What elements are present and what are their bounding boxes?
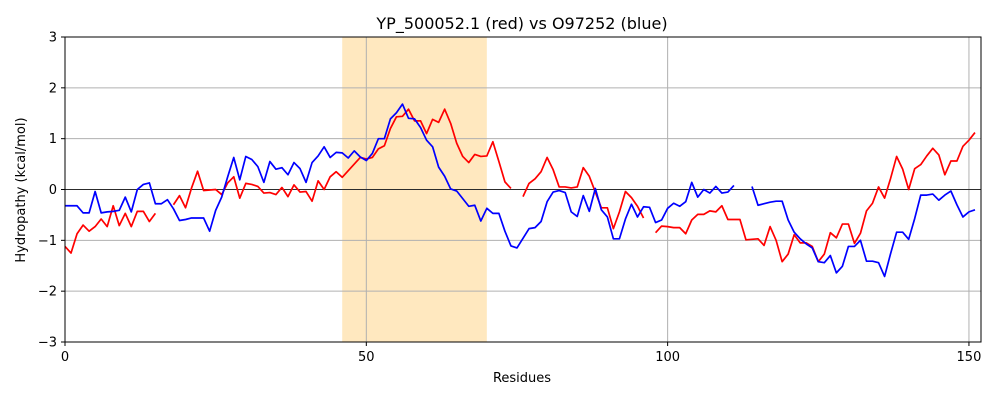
y-axis-label: Hydropathy (kcal/mol) <box>14 117 29 262</box>
axis-ticks: 0 50 100 150 −3 −2 −1 0 1 2 3 <box>38 31 982 366</box>
series-1-segment-1 <box>64 204 157 254</box>
chart-title: YP_500052.1 (red) vs O97252 (blue) <box>375 14 667 34</box>
series-1-segment-2 <box>172 108 512 209</box>
x-tick-label: 150 <box>957 350 982 365</box>
series-2-segment-1 <box>65 103 735 249</box>
y-tick-label: −3 <box>38 336 57 351</box>
y-tick-label: 3 <box>49 31 57 46</box>
series-1-segment-3 <box>522 156 645 230</box>
y-tick-label: 1 <box>49 132 57 147</box>
x-tick-label: 50 <box>358 350 375 365</box>
y-tick-label: −2 <box>38 285 57 300</box>
y-tick-label: −1 <box>38 234 57 249</box>
y-tick-label: 0 <box>49 183 57 198</box>
x-tick-label: 100 <box>655 350 680 365</box>
x-axis-label: Residues <box>493 371 551 386</box>
series-layer <box>64 103 976 278</box>
y-tick-label: 2 <box>49 81 57 96</box>
x-tick-label: 0 <box>61 350 69 365</box>
series-2-segment-2 <box>751 186 976 278</box>
